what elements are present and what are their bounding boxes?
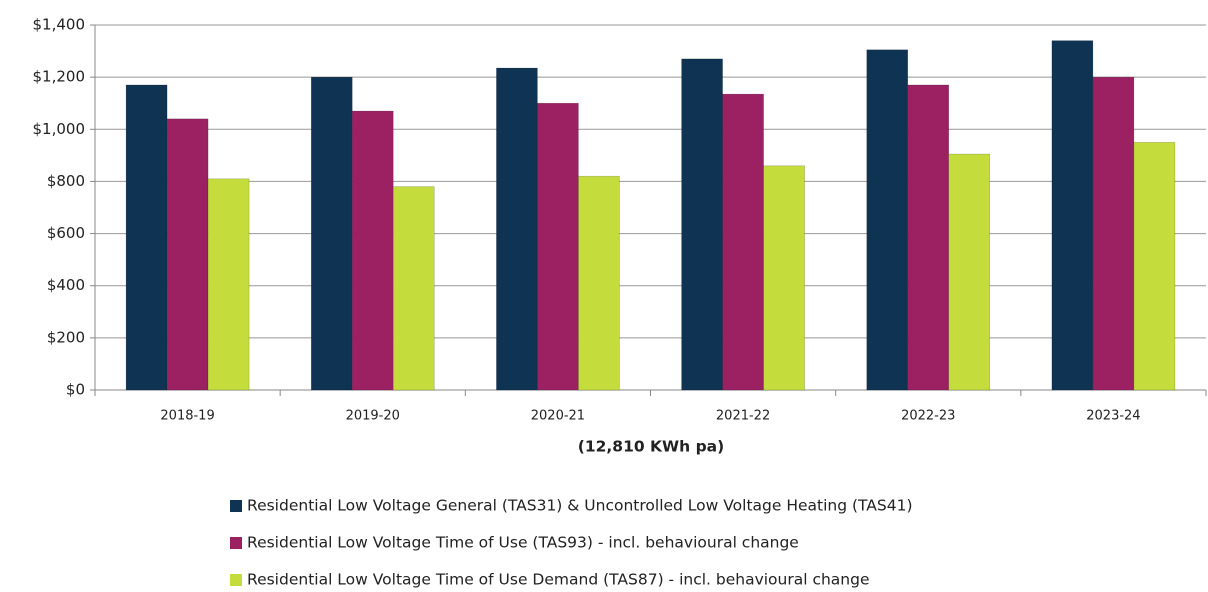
- y-tick-label: $1,200: [33, 68, 86, 86]
- bar: [681, 58, 723, 391]
- bar: [207, 178, 250, 391]
- y-tick-label: $400: [47, 276, 85, 294]
- bar: [763, 165, 805, 391]
- y-tick-label: $1,400: [33, 16, 86, 34]
- legend-label: Residential Low Voltage General (TAS31) …: [247, 497, 913, 515]
- y-tick-label: $600: [47, 224, 85, 242]
- bar: [722, 93, 764, 391]
- bar: [1133, 142, 1176, 391]
- legend-label: Residential Low Voltage Time of Use Dema…: [247, 571, 870, 589]
- bar: [1051, 40, 1094, 391]
- bar: [392, 186, 435, 391]
- legend-swatch: [230, 574, 242, 586]
- bar: [166, 118, 209, 391]
- x-tick-label: 2019-20: [346, 409, 400, 424]
- bar: [537, 102, 579, 391]
- bar: [1092, 76, 1135, 391]
- bar: [948, 153, 991, 391]
- legend-label: Residential Low Voltage Time of Use (TAS…: [247, 534, 799, 552]
- legend-swatch: [230, 537, 242, 549]
- y-tick-label: $800: [47, 172, 85, 190]
- x-tick-label: 2020-21: [531, 409, 585, 424]
- bar: [578, 175, 620, 391]
- x-tick-label: 2021-22: [716, 409, 770, 424]
- x-tick-label: 2018-19: [160, 409, 214, 424]
- bar: [310, 76, 353, 391]
- bar: [866, 49, 909, 391]
- x-axis-label: (12,810 KWh pa): [578, 438, 724, 456]
- x-tick-label: 2023-24: [1086, 409, 1140, 424]
- y-tick-label: $200: [47, 328, 85, 346]
- bar: [125, 84, 168, 391]
- legend-swatch: [230, 500, 242, 512]
- bar: [907, 84, 950, 391]
- y-tick-label: $0: [66, 381, 85, 399]
- x-tick-label: 2022-23: [901, 409, 955, 424]
- bar: [351, 110, 394, 391]
- bar: [496, 67, 538, 391]
- y-tick-label: $1,000: [33, 120, 86, 138]
